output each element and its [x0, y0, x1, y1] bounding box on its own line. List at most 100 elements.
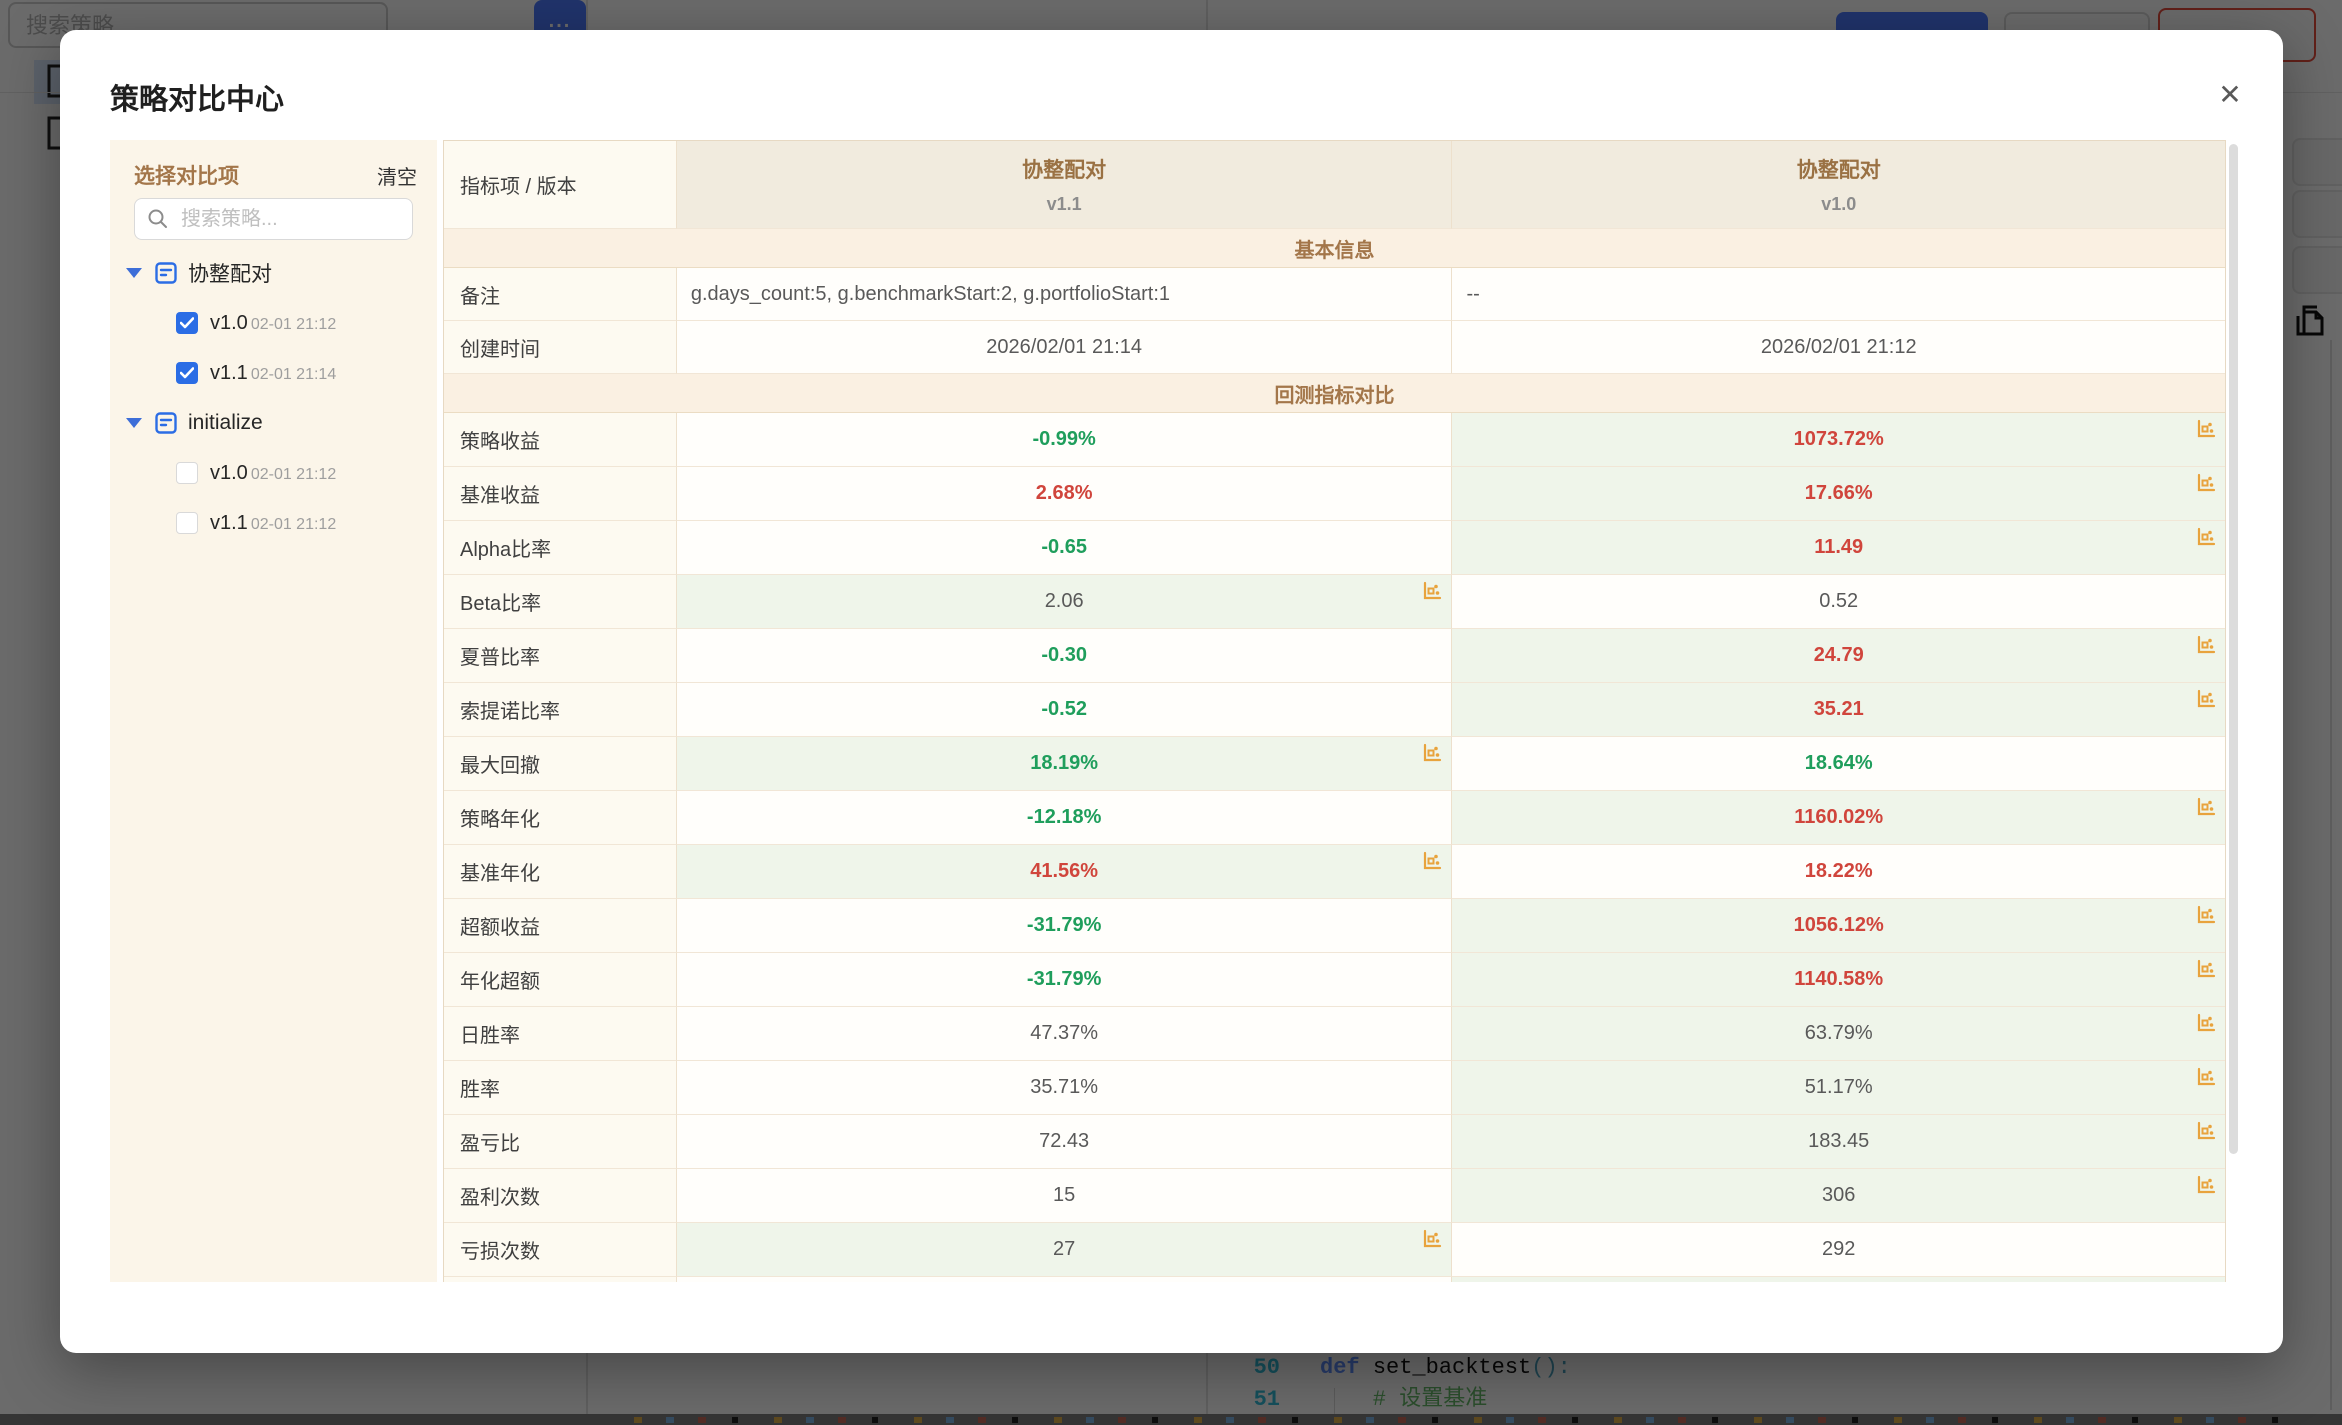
check-icon [180, 367, 194, 379]
column-strategy-name: 协整配对 [1796, 159, 1881, 182]
table-row: Alpha比率 -0.65 11.49 [444, 521, 2225, 575]
metric-label: 超额收益 [444, 899, 677, 953]
metric-value-v1_1: 15 [676, 1169, 1453, 1223]
metric-value-v1_0: 63.79% [1452, 1007, 2225, 1061]
scatter-chart-icon[interactable] [2195, 634, 2217, 656]
version-label: v1.1 [210, 511, 248, 534]
scatter-chart-icon[interactable] [1421, 580, 1443, 602]
table-scrollbar[interactable] [2229, 144, 2238, 1154]
metric-label: 创建时间 [444, 321, 677, 374]
metric-value-v1_0: 2026/02/01 21:12 [1452, 321, 2225, 374]
metric-label: 盈利次数 [444, 1169, 677, 1223]
version-checkbox[interactable] [176, 462, 198, 484]
table-row: 盈利次数 15 306 [444, 1169, 2225, 1223]
strategy-search-box[interactable] [134, 198, 413, 240]
metric-value-v1_1: 2026/02/01 21:14 [676, 321, 1453, 374]
metric-value-v1_1: 18.19% [676, 737, 1453, 791]
version-label: v1.0 [210, 461, 248, 484]
metric-value-v1_0: 11.49 [1452, 521, 2225, 575]
tree-item-0-1[interactable]: v1.1 02-01 21:14 [110, 348, 437, 398]
section-header: 回测指标对比 [444, 374, 2225, 413]
scatter-chart-icon[interactable] [2195, 1120, 2217, 1142]
caret-down-icon[interactable] [126, 268, 142, 278]
metric-value-v1_1 [676, 1277, 1453, 1282]
tree-group-1[interactable]: initialize [110, 398, 437, 448]
scatter-chart-icon[interactable] [2195, 904, 2217, 926]
metric-label: 夏普比率 [444, 629, 677, 683]
scatter-chart-icon[interactable] [2195, 1012, 2217, 1034]
close-icon[interactable]: ✕ [2218, 78, 2242, 110]
tree-group-label: 协整配对 [188, 263, 272, 286]
metric-value-v1_0: 1056.12% [1452, 899, 2225, 953]
version-time: 02-01 21:12 [250, 315, 337, 333]
scatter-chart-icon[interactable] [2195, 418, 2217, 440]
search-icon [148, 209, 167, 228]
version-checkbox[interactable] [176, 512, 198, 534]
metric-value-v1_1: -31.79% [676, 899, 1453, 953]
scatter-chart-icon[interactable] [1421, 742, 1443, 764]
metric-value-v1_1: -31.79% [676, 953, 1453, 1007]
metric-value-v1_1: -0.65 [676, 521, 1453, 575]
metric-label: 胜率 [444, 1061, 677, 1115]
metric-label: 索提诺比率 [444, 683, 677, 737]
scatter-chart-icon[interactable] [2195, 1066, 2217, 1088]
table-row: 夏普比率 -0.30 24.79 [444, 629, 2225, 683]
tree-item-0-0[interactable]: v1.0 02-01 21:12 [110, 298, 437, 348]
table-column-header-0: 协整配对 v1.1 [676, 141, 1453, 229]
metric-value-v1_0: 35.21 [1452, 683, 2225, 737]
metric-label: 基准年化 [444, 845, 677, 899]
scatter-chart-icon[interactable] [2195, 526, 2217, 548]
metric-label: 备注 [444, 268, 677, 321]
metric-value-v1_1: 41.56% [676, 845, 1453, 899]
sidebar-title: 选择对比项 [134, 165, 239, 188]
version-time: 02-01 21:12 [250, 465, 337, 483]
metric-label: 年化超额 [444, 953, 677, 1007]
metric-label: 日胜率 [444, 1007, 677, 1061]
table-row: 策略年化 -12.18% 1160.02% [444, 791, 2225, 845]
version-checkbox[interactable] [176, 362, 198, 384]
scatter-chart-icon[interactable] [1421, 850, 1443, 872]
column-strategy-name: 协整配对 [1022, 159, 1107, 182]
modal-title: 策略对比中心 [110, 84, 285, 116]
metric-value-v1_0: 17.66% [1452, 467, 2225, 521]
scatter-chart-icon[interactable] [2195, 1174, 2217, 1196]
search-input[interactable] [179, 206, 393, 232]
metric-label: Beta比率 [444, 575, 677, 629]
scatter-chart-icon[interactable] [2195, 472, 2217, 494]
table-row: 基准收益 2.68% 17.66% [444, 467, 2225, 521]
metric-value-v1_0: 183.45 [1452, 1115, 2225, 1169]
scatter-chart-icon[interactable] [2195, 958, 2217, 980]
metric-value-v1_0: 306 [1452, 1169, 2225, 1223]
table-row: 基准年化 41.56% 18.22% [444, 845, 2225, 899]
table-row: 盈亏比 72.43 183.45 [444, 1115, 2225, 1169]
caret-down-icon[interactable] [126, 418, 142, 428]
metric-label: 基准收益 [444, 467, 677, 521]
version-time: 02-01 21:12 [250, 515, 337, 533]
strategy-file-icon [155, 412, 177, 434]
strategy-tree: 协整配对 v1.0 02-01 21:12 v1.1 02-01 21:14 initia… [110, 248, 437, 548]
metric-value-v1_1: -0.52 [676, 683, 1453, 737]
metric-label: 最大回撤 [444, 737, 677, 791]
clear-selection-link[interactable]: 清空 [377, 166, 417, 189]
version-checkbox[interactable] [176, 312, 198, 334]
metric-value-v1_0: -- [1452, 268, 2225, 321]
scatter-chart-icon[interactable] [2195, 688, 2217, 710]
metric-value-v1_1: 27 [676, 1223, 1453, 1277]
column-version: v1.1 [1046, 194, 1082, 214]
table-row: 创建时间 2026/02/01 21:14 2026/02/01 21:12 [444, 321, 2225, 374]
scatter-chart-icon[interactable] [1421, 1228, 1443, 1250]
metric-value-v1_0: 18.64% [1452, 737, 2225, 791]
metric-label: 亏损次数 [444, 1223, 677, 1277]
metric-value-v1_0 [1452, 1277, 2225, 1282]
metric-value-v1_1: -0.30 [676, 629, 1453, 683]
table-row: 备注 g.days_count:5, g.benchmarkStart:2, g.… [444, 268, 2225, 321]
tree-item-1-0[interactable]: v1.0 02-01 21:12 [110, 448, 437, 498]
metric-value-v1_0: 1073.72% [1452, 413, 2225, 467]
table-row: 超额收益 -31.79% 1056.12% [444, 899, 2225, 953]
tree-item-1-1[interactable]: v1.1 02-01 21:12 [110, 498, 437, 548]
tree-group-0[interactable]: 协整配对 [110, 248, 437, 298]
scatter-chart-icon[interactable] [2195, 796, 2217, 818]
